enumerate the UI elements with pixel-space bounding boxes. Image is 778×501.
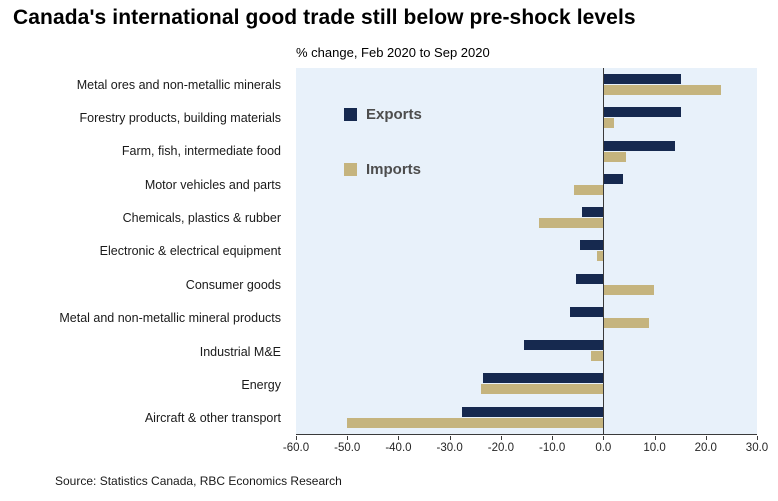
legend-item-exports: Exports xyxy=(344,106,422,123)
exports-bar xyxy=(570,306,604,317)
x-tick-label: 30.0 xyxy=(745,442,769,454)
chart-subtitle: % change, Feb 2020 to Sep 2020 xyxy=(296,45,490,60)
x-tick-mark xyxy=(705,436,707,440)
x-tick-mark xyxy=(296,436,297,440)
imports-bar xyxy=(603,151,627,162)
bar-row xyxy=(296,367,757,400)
category-label: Forestry products, building materials xyxy=(79,111,281,126)
x-tick-mark xyxy=(654,436,656,440)
exports-bar xyxy=(603,74,682,84)
exports-swatch xyxy=(344,108,357,121)
plot-area: Exports Imports xyxy=(296,68,757,435)
imports-bar xyxy=(481,384,604,395)
x-tick-label: -40.0 xyxy=(385,442,412,454)
exports-bar xyxy=(523,340,604,351)
legend-exports-label: Exports xyxy=(366,106,422,123)
x-tick-mark xyxy=(347,436,349,440)
category-label: Motor vehicles and parts xyxy=(144,177,281,192)
imports-bar xyxy=(590,351,604,362)
exports-bar xyxy=(576,273,604,284)
legend-item-imports: Imports xyxy=(344,161,422,178)
exports-bar xyxy=(482,373,604,384)
zero-axis-line xyxy=(603,68,605,434)
bar-row xyxy=(296,168,757,201)
imports-swatch xyxy=(344,163,357,176)
bar-row xyxy=(296,334,757,367)
category-label: Chemicals, plastics & rubber xyxy=(122,211,281,226)
x-tick-mark xyxy=(552,436,554,440)
legend-imports-label: Imports xyxy=(366,161,422,178)
bar-row xyxy=(296,401,757,434)
x-tick-label: -50.0 xyxy=(334,442,361,454)
bar-row xyxy=(296,135,757,168)
category-labels: Metal ores and non-metallic minerals Fore… xyxy=(0,68,290,435)
x-tick-label: -10.0 xyxy=(539,442,566,454)
category-label: Industrial M&E xyxy=(199,344,281,359)
bar-row xyxy=(296,68,757,101)
category-label: Aircraft & other transport xyxy=(144,411,281,426)
x-tick-label: 20.0 xyxy=(694,442,717,454)
x-axis: -60.0 -50.0 -40.0 -30.0 -20.0 -10.0 0.0 10.0 20.… xyxy=(283,436,768,456)
x-tick-label: 0.0 xyxy=(595,442,612,454)
imports-bar xyxy=(603,118,614,129)
x-tick-mark xyxy=(449,436,451,440)
chart-title: Canada's international good trade still … xyxy=(13,6,636,29)
bar-row xyxy=(296,201,757,234)
x-tick-mark xyxy=(500,436,502,440)
imports-bar xyxy=(597,251,604,262)
category-label: Metal ores and non-metallic minerals xyxy=(76,77,281,92)
exports-bar xyxy=(603,173,623,184)
category-label: Consumer goods xyxy=(185,277,281,292)
category-label: Farm, fish, intermediate food xyxy=(121,144,281,159)
category-label: Energy xyxy=(241,377,281,392)
imports-bar xyxy=(603,85,722,95)
source-note: Source: Statistics Canada, RBC Economics… xyxy=(55,474,342,488)
legend: Exports Imports xyxy=(344,106,422,178)
exports-bar xyxy=(603,107,682,118)
exports-bar xyxy=(462,406,604,417)
x-tick-mark xyxy=(757,436,758,440)
x-tick-mark xyxy=(603,436,605,440)
x-tick-label: -20.0 xyxy=(487,442,514,454)
bar-row xyxy=(296,301,757,334)
x-tick-label: -60.0 xyxy=(282,442,310,454)
imports-bar xyxy=(539,218,604,229)
bar-row xyxy=(296,234,757,267)
x-tick-label: -30.0 xyxy=(436,442,463,454)
category-label: Metal and non-metallic mineral products xyxy=(59,311,281,326)
x-tick-label: 10.0 xyxy=(643,442,666,454)
imports-bar xyxy=(347,417,604,428)
imports-bar xyxy=(603,284,654,295)
imports-bar xyxy=(603,317,650,328)
bar-row xyxy=(296,101,757,134)
x-tick-mark xyxy=(398,436,400,440)
exports-bar xyxy=(579,240,604,251)
exports-bar xyxy=(581,207,604,218)
exports-bar xyxy=(603,140,676,151)
bar-row xyxy=(296,268,757,301)
category-label: Electronic & electrical equipment xyxy=(99,244,281,259)
imports-bar xyxy=(573,184,604,195)
